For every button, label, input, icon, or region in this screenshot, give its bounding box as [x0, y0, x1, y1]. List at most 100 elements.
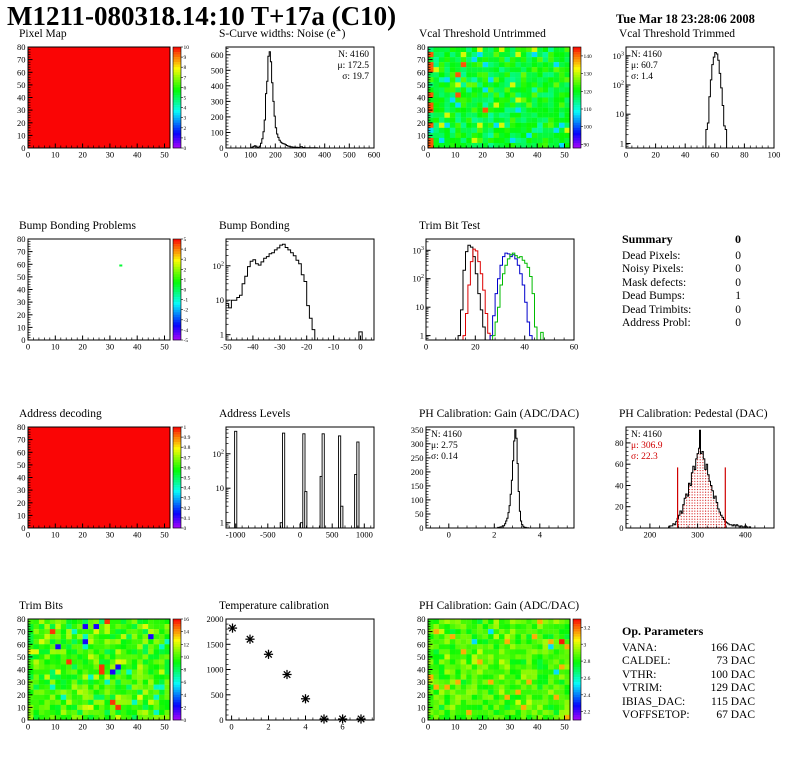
svg-text:40: 40 — [520, 342, 529, 352]
svg-text:50: 50 — [160, 150, 169, 160]
svg-text:40: 40 — [417, 665, 426, 675]
svg-text:10: 10 — [17, 322, 26, 332]
svg-text:10: 10 — [451, 150, 460, 160]
svg-text:10: 10 — [184, 655, 190, 661]
svg-text:4: 4 — [184, 247, 187, 253]
svg-text:6: 6 — [184, 85, 187, 91]
summary-row: Address Probl: 0 — [622, 317, 741, 331]
svg-text:80: 80 — [17, 422, 26, 432]
op-parameter-label: VTHR: — [622, 668, 657, 681]
svg-text:30: 30 — [106, 342, 115, 352]
svg-text:-10: -10 — [328, 342, 339, 352]
svg-text:-50: -50 — [220, 342, 231, 352]
svg-text:50: 50 — [17, 80, 26, 90]
svg-text:40: 40 — [615, 480, 624, 490]
temperature-calibration-plot: 0 2 4 6 0 500 1000 1500 2000 — [207, 614, 375, 732]
svg-text:40: 40 — [133, 150, 142, 160]
panel-ph-gain-map: PH Calibration: Gain (ADC/DAC) 2.2 2.4 2.6… — [402, 599, 598, 747]
op-parameter-label: IBIAS_DAC: — [622, 695, 686, 708]
svg-text:N: 4160: N: 4160 — [631, 50, 662, 60]
svg-text:50: 50 — [560, 150, 569, 160]
summary-row-value: 0 — [735, 317, 741, 329]
svg-text:80: 80 — [17, 42, 26, 52]
svg-text:2.6: 2.6 — [584, 676, 591, 682]
svg-text:-5: -5 — [184, 338, 189, 344]
svg-text:1: 1 — [620, 138, 624, 148]
svg-text:-3: -3 — [184, 318, 189, 324]
svg-text:40: 40 — [417, 93, 426, 103]
svg-text:2: 2 — [266, 722, 270, 732]
svg-text:0: 0 — [184, 526, 187, 532]
svg-text:10: 10 — [17, 510, 26, 520]
svg-text:50: 50 — [17, 652, 26, 662]
svg-text:300: 300 — [294, 150, 307, 160]
panel-title: Pixel Map — [19, 28, 67, 40]
summary-grade: 0 — [735, 232, 741, 246]
svg-text:500: 500 — [326, 530, 339, 540]
svg-text:60: 60 — [17, 447, 26, 457]
svg-text:30: 30 — [17, 297, 26, 307]
svg-text:50: 50 — [17, 272, 26, 282]
op-parameter-value: 115 DAC — [711, 695, 755, 708]
svg-text:10: 10 — [51, 342, 60, 352]
summary-row-value: 0 — [735, 263, 741, 275]
svg-text:2.8: 2.8 — [584, 659, 591, 665]
svg-text:500: 500 — [343, 150, 356, 160]
svg-text:40: 40 — [17, 93, 26, 103]
svg-text:2000: 2000 — [207, 614, 224, 624]
panel-title: PH Calibration: Gain (ADC/DAC) — [419, 600, 580, 612]
svg-text:1500: 1500 — [207, 639, 224, 649]
timestamp: Tue Mar 18 23:28:06 2008 — [616, 12, 755, 26]
svg-text:0: 0 — [224, 150, 228, 160]
svg-text:-20: -20 — [301, 342, 312, 352]
svg-text:4: 4 — [184, 693, 187, 699]
svg-text:6: 6 — [184, 680, 187, 686]
summary-row: Noisy Pixels: 0 — [622, 263, 741, 277]
svg-text:σ: 1.4: σ: 1.4 — [631, 72, 653, 82]
svg-text:0.8: 0.8 — [184, 445, 191, 451]
svg-text:100: 100 — [244, 150, 257, 160]
svg-text:500: 500 — [211, 65, 224, 75]
svg-text:60: 60 — [417, 639, 426, 649]
svg-text:30: 30 — [417, 677, 426, 687]
svg-text:40: 40 — [681, 150, 690, 160]
svg-text:2: 2 — [184, 267, 187, 273]
scurve-noise-plot: 0 100 200 300 400 500 600 0 100 200 300 400 500 600 N:… — [211, 46, 380, 160]
svg-text:80: 80 — [615, 438, 624, 448]
svg-text:14: 14 — [184, 630, 190, 636]
svg-text:0: 0 — [619, 523, 623, 533]
summary-row: Dead Bumps: 1 — [622, 290, 741, 304]
svg-text:0: 0 — [21, 143, 25, 153]
svg-text:3: 3 — [184, 257, 187, 263]
op-parameters-title: Op. Parameters — [622, 624, 704, 638]
summary-row-label: Dead Pixels: — [622, 249, 681, 262]
svg-text:0: 0 — [21, 523, 25, 533]
svg-text:50: 50 — [417, 80, 426, 90]
svg-text:40: 40 — [17, 665, 26, 675]
panel-trim-bits-map: Trim Bits 0 2 4 6 8 10 12 14 16 0 10 20 30 40 50 0 10 20 3… — [2, 599, 198, 747]
svg-text:N: 4160: N: 4160 — [431, 430, 462, 440]
svg-text:2: 2 — [184, 126, 187, 132]
svg-text:100: 100 — [768, 150, 781, 160]
panel-title: Trim Bits — [19, 600, 64, 612]
svg-text:80: 80 — [17, 614, 26, 624]
svg-text:1: 1 — [220, 518, 224, 528]
svg-text:2.4: 2.4 — [584, 693, 591, 699]
svg-text:4: 4 — [303, 722, 308, 732]
svg-text:70: 70 — [17, 435, 26, 445]
summary-header: Summary 0 — [622, 232, 741, 247]
svg-text:10: 10 — [184, 45, 190, 51]
summary-title: Summary — [622, 232, 673, 246]
svg-text:0.7: 0.7 — [184, 455, 191, 461]
svg-text:4: 4 — [538, 530, 543, 540]
svg-text:2: 2 — [492, 530, 496, 540]
op-parameter-row: VANA: 166 DAC — [622, 642, 755, 656]
svg-text:10: 10 — [17, 130, 26, 140]
svg-text:5: 5 — [184, 96, 187, 102]
panel-title: Address Levels — [219, 408, 291, 420]
svg-text:1000: 1000 — [356, 530, 373, 540]
